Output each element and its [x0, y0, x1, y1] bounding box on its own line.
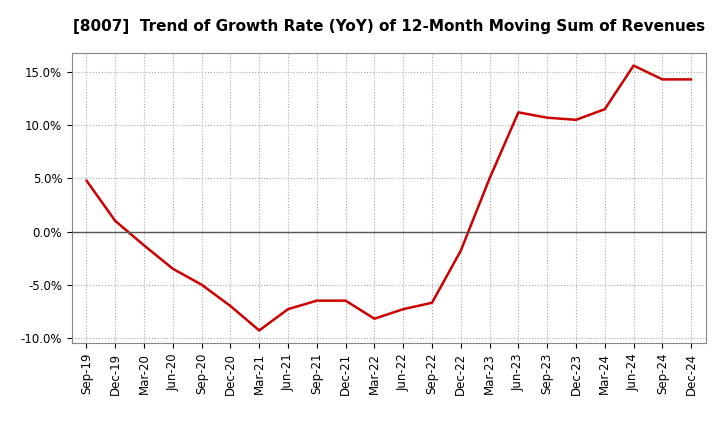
Text: [8007]  Trend of Growth Rate (YoY) of 12-Month Moving Sum of Revenues: [8007] Trend of Growth Rate (YoY) of 12-… — [73, 19, 705, 34]
